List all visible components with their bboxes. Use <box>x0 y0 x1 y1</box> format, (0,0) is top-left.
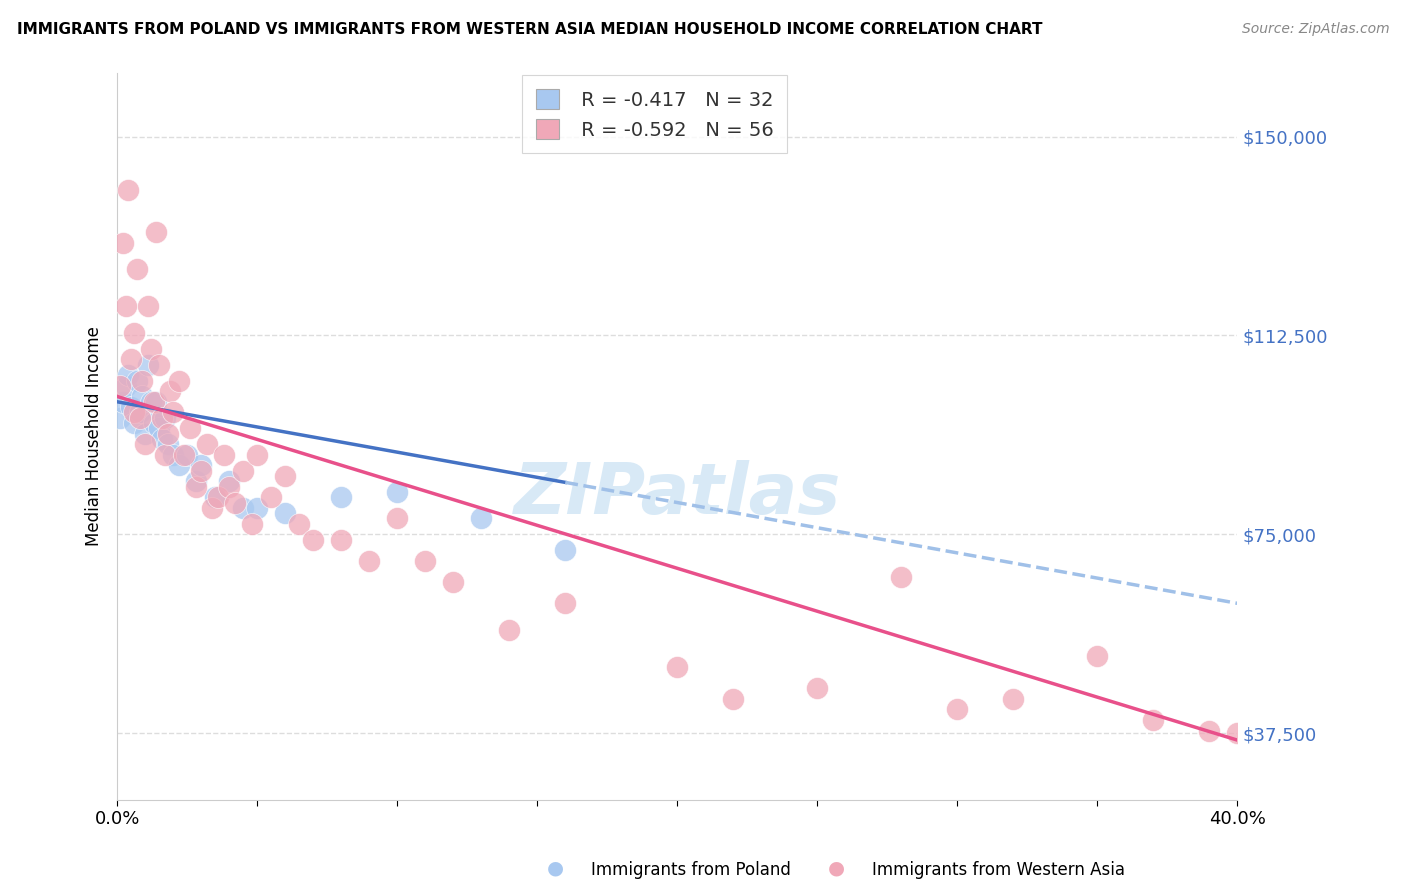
Point <box>176 448 198 462</box>
Legend:  R = -0.417   N = 32,  R = -0.592   N = 56: R = -0.417 N = 32, R = -0.592 N = 56 <box>523 76 787 153</box>
Point <box>890 570 912 584</box>
Point <box>387 511 409 525</box>
Point <box>723 691 745 706</box>
Point <box>184 480 207 494</box>
Point <box>1198 723 1220 738</box>
Point <box>240 516 263 531</box>
Point <box>145 225 167 239</box>
Point <box>359 554 381 568</box>
Text: Immigrants from Poland: Immigrants from Poland <box>591 861 790 879</box>
Point <box>330 533 353 547</box>
Point <box>125 374 148 388</box>
Point <box>167 458 190 473</box>
Point <box>204 490 226 504</box>
Point <box>162 405 184 419</box>
Point <box>1226 726 1249 740</box>
Point <box>128 405 150 419</box>
Point <box>232 464 254 478</box>
Point <box>470 511 492 525</box>
Point <box>806 681 828 695</box>
Point <box>232 500 254 515</box>
Text: ●: ● <box>828 858 845 878</box>
Text: Source: ZipAtlas.com: Source: ZipAtlas.com <box>1241 22 1389 37</box>
Point <box>212 448 235 462</box>
Y-axis label: Median Household Income: Median Household Income <box>86 326 103 546</box>
Point <box>153 410 176 425</box>
Point <box>108 410 131 425</box>
Point <box>173 448 195 462</box>
Text: IMMIGRANTS FROM POLAND VS IMMIGRANTS FROM WESTERN ASIA MEDIAN HOUSEHOLD INCOME C: IMMIGRANTS FROM POLAND VS IMMIGRANTS FRO… <box>17 22 1042 37</box>
Point <box>114 379 136 393</box>
Point <box>131 374 153 388</box>
Point <box>554 543 576 558</box>
Point <box>134 426 156 441</box>
Point <box>190 464 212 478</box>
Point <box>246 500 269 515</box>
Point <box>139 394 162 409</box>
Point <box>156 437 179 451</box>
Point <box>131 389 153 403</box>
Point <box>274 469 297 483</box>
Point <box>387 484 409 499</box>
Point <box>666 660 689 674</box>
Text: Immigrants from Western Asia: Immigrants from Western Asia <box>872 861 1125 879</box>
Point <box>145 394 167 409</box>
Point <box>162 448 184 462</box>
Point <box>498 623 520 637</box>
Point <box>190 458 212 473</box>
Point <box>218 480 240 494</box>
Point <box>1085 649 1108 664</box>
Point <box>117 183 139 197</box>
Point <box>111 235 134 250</box>
Point <box>274 506 297 520</box>
Point <box>153 448 176 462</box>
Point <box>136 358 159 372</box>
Point <box>288 516 311 531</box>
Point <box>554 596 576 610</box>
Point <box>207 490 229 504</box>
Point <box>128 410 150 425</box>
Point <box>148 358 170 372</box>
Point <box>167 374 190 388</box>
Point <box>111 394 134 409</box>
Point <box>159 384 181 399</box>
Point <box>156 426 179 441</box>
Point <box>122 405 145 419</box>
Point <box>136 299 159 313</box>
Point <box>302 533 325 547</box>
Point <box>142 394 165 409</box>
Point <box>139 342 162 356</box>
Text: ●: ● <box>547 858 564 878</box>
Point <box>441 575 464 590</box>
Point <box>134 437 156 451</box>
Point <box>117 368 139 383</box>
Point <box>224 495 246 509</box>
Point <box>148 421 170 435</box>
Point <box>114 299 136 313</box>
Point <box>330 490 353 504</box>
Point <box>413 554 436 568</box>
Point <box>120 400 142 414</box>
Point <box>201 500 224 515</box>
Point <box>260 490 283 504</box>
Point <box>142 416 165 430</box>
Point <box>184 475 207 489</box>
Point <box>195 437 218 451</box>
Text: ZIPatlas: ZIPatlas <box>513 460 841 529</box>
Point <box>125 262 148 277</box>
Point <box>218 475 240 489</box>
Point <box>150 410 173 425</box>
Point <box>1002 691 1025 706</box>
Point <box>946 702 969 716</box>
Point <box>122 326 145 340</box>
Point <box>1142 713 1164 727</box>
Point <box>246 448 269 462</box>
Point <box>150 432 173 446</box>
Point <box>108 379 131 393</box>
Point <box>179 421 201 435</box>
Point <box>122 416 145 430</box>
Point <box>120 352 142 367</box>
